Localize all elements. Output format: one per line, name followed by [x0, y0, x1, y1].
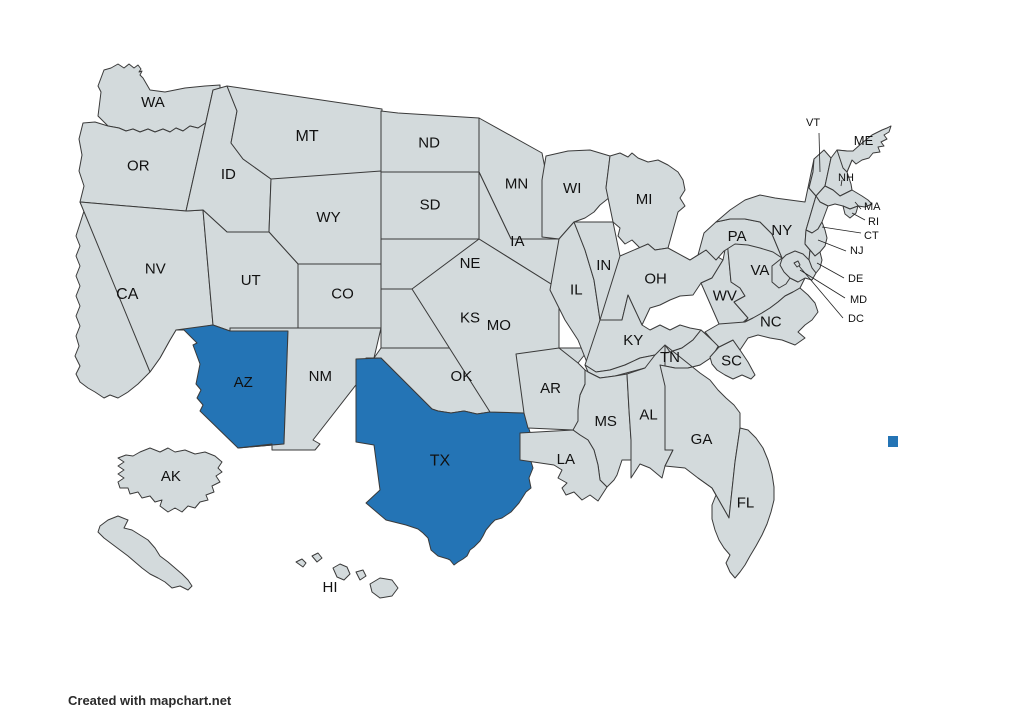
- svg-text:SC: SC: [721, 353, 742, 370]
- svg-text:TX: TX: [430, 453, 451, 470]
- svg-text:VA: VA: [750, 262, 769, 279]
- svg-text:IL: IL: [570, 282, 583, 299]
- svg-text:NM: NM: [309, 368, 332, 385]
- svg-text:GA: GA: [691, 431, 713, 448]
- svg-text:MO: MO: [487, 317, 511, 334]
- svg-text:MS: MS: [594, 413, 617, 430]
- svg-text:AL: AL: [639, 407, 657, 424]
- svg-text:PA: PA: [728, 228, 747, 245]
- svg-text:MD: MD: [850, 294, 867, 306]
- svg-text:WI: WI: [563, 180, 581, 197]
- svg-text:OK: OK: [451, 368, 473, 385]
- svg-text:FL: FL: [737, 494, 755, 511]
- svg-text:NH: NH: [838, 172, 854, 184]
- svg-text:LA: LA: [557, 451, 575, 468]
- svg-text:TN: TN: [660, 349, 680, 366]
- svg-text:AR: AR: [540, 380, 561, 397]
- svg-text:KY: KY: [623, 332, 643, 349]
- svg-text:KS: KS: [460, 309, 480, 326]
- svg-text:ID: ID: [221, 166, 236, 183]
- svg-text:DE: DE: [848, 273, 863, 285]
- svg-text:OH: OH: [644, 271, 667, 288]
- svg-text:MN: MN: [505, 175, 528, 192]
- svg-text:MA: MA: [864, 201, 881, 213]
- svg-text:NC: NC: [760, 313, 782, 330]
- svg-text:ND: ND: [418, 134, 440, 151]
- svg-text:MT: MT: [296, 128, 319, 145]
- svg-text:UT: UT: [241, 272, 261, 289]
- svg-text:IA: IA: [510, 233, 524, 250]
- svg-text:CT: CT: [864, 230, 879, 242]
- svg-text:WY: WY: [316, 209, 340, 226]
- svg-text:AZ: AZ: [234, 374, 253, 391]
- svg-text:SD: SD: [420, 196, 441, 213]
- svg-text:NE: NE: [460, 255, 481, 272]
- svg-text:WA: WA: [141, 94, 165, 111]
- svg-text:CA: CA: [116, 286, 139, 303]
- svg-text:WV: WV: [713, 287, 737, 304]
- svg-text:NV: NV: [145, 261, 166, 278]
- svg-text:NY: NY: [771, 222, 792, 239]
- svg-text:DC: DC: [848, 313, 864, 325]
- svg-text:AK: AK: [161, 468, 181, 485]
- svg-text:MI: MI: [636, 191, 653, 208]
- svg-text:IN: IN: [596, 257, 611, 274]
- svg-text:RI: RI: [868, 216, 879, 228]
- svg-text:HI: HI: [323, 579, 338, 596]
- svg-text:NJ: NJ: [850, 245, 863, 257]
- svg-text:ME: ME: [854, 133, 874, 148]
- svg-text:OR: OR: [127, 157, 150, 174]
- svg-text:VT: VT: [806, 117, 820, 129]
- svg-text:CO: CO: [331, 286, 354, 303]
